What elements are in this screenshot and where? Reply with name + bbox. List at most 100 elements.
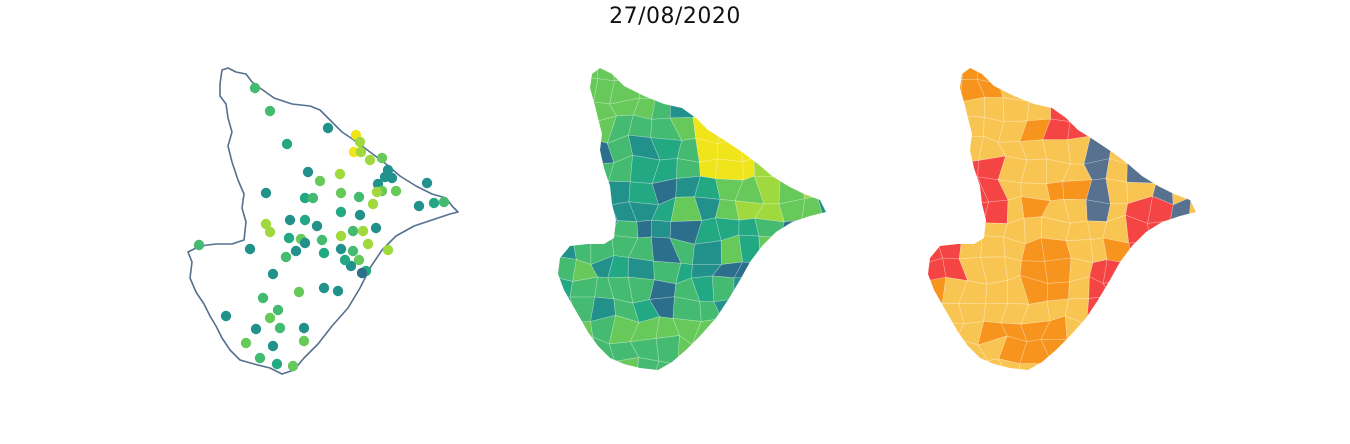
municipality-point <box>244 243 256 255</box>
municipality-region <box>959 96 986 118</box>
points-layer <box>193 82 450 372</box>
municipality-region <box>1170 220 1196 240</box>
municipality-region <box>1166 355 1193 370</box>
municipality-region <box>803 80 826 104</box>
municipality-region <box>1123 119 1151 145</box>
municipality-region <box>817 315 826 341</box>
municipality-region <box>821 356 826 370</box>
municipality-region <box>821 257 826 282</box>
municipality-region <box>574 178 599 198</box>
municipality-region <box>636 357 660 370</box>
municipality-region <box>558 97 568 126</box>
municipality-region <box>614 357 640 370</box>
municipality-region <box>776 344 808 358</box>
municipality-region <box>567 215 592 245</box>
municipality-region <box>1190 318 1196 346</box>
municipality-region <box>565 98 594 126</box>
municipality-point <box>272 304 284 316</box>
municipality-region <box>985 279 1008 304</box>
municipality-region <box>567 195 591 219</box>
municipality-region <box>778 297 808 322</box>
municipality-region <box>754 115 783 144</box>
municipality-region <box>1194 237 1196 261</box>
points-map <box>187 67 459 375</box>
municipality-region <box>1069 356 1092 370</box>
municipality-region <box>776 68 807 85</box>
municipality-region <box>1105 334 1132 365</box>
municipality-region <box>1125 317 1154 342</box>
municipality-region <box>1170 158 1196 186</box>
municipality-region <box>558 68 571 78</box>
municipality-point <box>353 254 365 266</box>
municipality-region <box>1153 277 1171 303</box>
municipality-region <box>935 100 965 118</box>
municipality-region <box>761 355 788 370</box>
municipality-region <box>1191 68 1196 80</box>
municipality-region <box>651 220 672 239</box>
municipality-region <box>589 178 612 206</box>
municipality-region <box>558 358 577 370</box>
municipality-region <box>558 195 576 225</box>
municipality-point <box>264 312 276 324</box>
municipality-region <box>1002 97 1030 123</box>
municipality-region <box>596 68 615 82</box>
municipality-point <box>371 186 383 198</box>
municipality-region <box>734 114 762 144</box>
municipality-region <box>558 140 575 164</box>
municipality-region <box>776 355 808 370</box>
municipality-region <box>717 361 743 370</box>
municipality-region <box>818 335 826 359</box>
municipality-region <box>800 68 826 84</box>
municipality-point <box>353 191 365 203</box>
municipality-region <box>955 360 989 370</box>
municipality-region <box>715 158 744 181</box>
municipality-region <box>824 80 826 104</box>
municipality-region <box>558 75 571 99</box>
municipality-region <box>1110 295 1130 325</box>
municipality-point <box>283 232 295 244</box>
municipality-region <box>1149 238 1173 258</box>
municipality-region <box>712 68 742 78</box>
municipality-point <box>311 220 323 232</box>
municipality-point <box>318 282 330 294</box>
municipality-region <box>691 342 721 363</box>
municipality-point <box>355 146 367 158</box>
municipality-region <box>758 235 788 265</box>
municipality-point <box>284 214 296 226</box>
municipality-region <box>692 98 722 118</box>
municipality-point <box>318 247 330 259</box>
municipality-region <box>1149 101 1172 125</box>
municipality-region <box>558 179 577 201</box>
municipality-region <box>1166 315 1196 346</box>
municipality-point <box>438 196 450 208</box>
municipality-region <box>1169 78 1195 105</box>
choropleth-viridis <box>558 68 826 370</box>
municipality-region <box>760 95 788 116</box>
municipality-region <box>1123 101 1152 125</box>
municipality-point <box>421 177 433 189</box>
municipality-region <box>588 359 617 370</box>
municipality-region <box>1041 68 1071 80</box>
municipality-region <box>1069 96 1093 122</box>
municipality-region <box>764 335 779 364</box>
municipality-region <box>958 235 983 260</box>
municipality-region <box>820 155 826 186</box>
municipality-region <box>755 294 782 323</box>
municipality-region <box>940 136 964 163</box>
municipality-region <box>941 178 966 204</box>
municipality-region <box>558 217 574 245</box>
municipality-point <box>335 243 347 255</box>
municipality-region <box>1147 68 1173 82</box>
municipality-point <box>281 138 293 150</box>
municipality-point <box>299 237 311 249</box>
municipality-point <box>314 175 326 187</box>
municipality-region <box>1128 355 1153 370</box>
municipality-point <box>249 82 261 94</box>
municipality-region <box>823 68 826 86</box>
municipality-region <box>1066 339 1092 357</box>
municipality-region <box>558 161 577 186</box>
municipality-region <box>1147 220 1172 243</box>
municipality-region <box>801 196 825 221</box>
municipality-region <box>928 68 945 83</box>
municipality-region <box>775 278 808 300</box>
